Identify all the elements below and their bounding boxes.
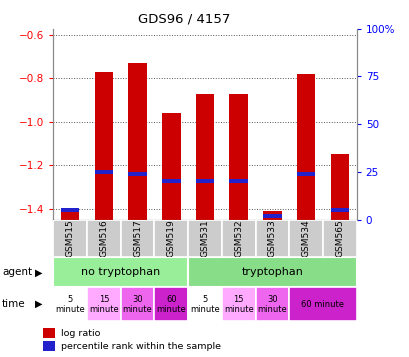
Text: GDS96 / 4157: GDS96 / 4157 bbox=[138, 12, 230, 25]
Text: 15
minute: 15 minute bbox=[89, 295, 119, 314]
Bar bbox=[289, 287, 356, 321]
Bar bbox=[188, 287, 221, 321]
Bar bbox=[94, 170, 113, 174]
Text: 5
minute: 5 minute bbox=[190, 295, 219, 314]
Bar bbox=[87, 287, 120, 321]
Text: GSM517: GSM517 bbox=[133, 220, 142, 257]
Bar bbox=[195, 179, 214, 183]
Bar bbox=[195, 94, 214, 220]
Text: percentile rank within the sample: percentile rank within the sample bbox=[61, 342, 220, 351]
Bar bbox=[322, 220, 356, 257]
Bar bbox=[162, 179, 180, 183]
Text: 60 minute: 60 minute bbox=[301, 300, 344, 309]
Bar bbox=[221, 220, 255, 257]
Bar bbox=[128, 172, 146, 176]
Text: time: time bbox=[2, 299, 26, 309]
Bar bbox=[255, 287, 289, 321]
Bar bbox=[221, 287, 255, 321]
Bar bbox=[154, 287, 188, 321]
Bar bbox=[43, 341, 55, 351]
Bar bbox=[53, 257, 188, 287]
Bar bbox=[330, 155, 348, 220]
Bar bbox=[87, 220, 120, 257]
Text: 15
minute: 15 minute bbox=[223, 295, 253, 314]
Bar bbox=[154, 220, 188, 257]
Text: GSM533: GSM533 bbox=[267, 220, 276, 257]
Text: 60
minute: 60 minute bbox=[156, 295, 186, 314]
Bar bbox=[188, 257, 356, 287]
Bar bbox=[128, 63, 146, 220]
Bar bbox=[94, 72, 113, 220]
Text: log ratio: log ratio bbox=[61, 329, 100, 338]
Bar bbox=[61, 211, 79, 220]
Text: GSM519: GSM519 bbox=[166, 220, 175, 257]
Bar bbox=[296, 74, 315, 220]
Text: GSM531: GSM531 bbox=[200, 220, 209, 257]
Text: 30
minute: 30 minute bbox=[257, 295, 287, 314]
Text: agent: agent bbox=[2, 267, 32, 277]
Bar bbox=[53, 287, 87, 321]
Text: GSM565: GSM565 bbox=[335, 220, 344, 257]
Bar bbox=[229, 94, 247, 220]
Text: 5
minute: 5 minute bbox=[55, 295, 85, 314]
Bar bbox=[229, 179, 247, 183]
Bar bbox=[61, 208, 79, 212]
Text: no tryptophan: no tryptophan bbox=[81, 267, 160, 277]
Text: GSM532: GSM532 bbox=[234, 220, 243, 257]
Bar bbox=[263, 213, 281, 218]
Text: tryptophan: tryptophan bbox=[241, 267, 303, 277]
Bar bbox=[120, 220, 154, 257]
Bar bbox=[263, 211, 281, 220]
Bar bbox=[330, 208, 348, 212]
Bar bbox=[255, 220, 289, 257]
Bar bbox=[162, 113, 180, 220]
Bar bbox=[296, 172, 315, 176]
Bar bbox=[289, 220, 322, 257]
Text: GSM516: GSM516 bbox=[99, 220, 108, 257]
Text: ▶: ▶ bbox=[35, 267, 42, 277]
Bar bbox=[43, 328, 55, 338]
Text: GSM515: GSM515 bbox=[65, 220, 74, 257]
Bar bbox=[120, 287, 154, 321]
Bar bbox=[53, 220, 87, 257]
Text: GSM534: GSM534 bbox=[301, 220, 310, 257]
Text: ▶: ▶ bbox=[35, 299, 42, 309]
Bar bbox=[188, 220, 221, 257]
Text: 30
minute: 30 minute bbox=[122, 295, 152, 314]
